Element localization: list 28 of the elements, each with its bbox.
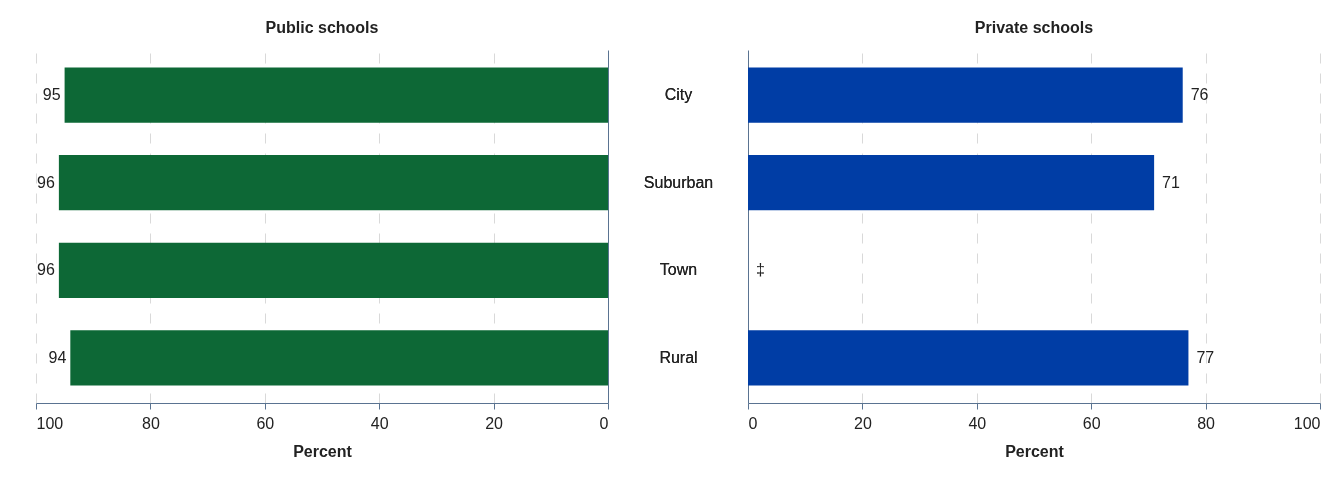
data-label: 95: [42, 86, 61, 104]
x-axis-title: Percent: [1005, 442, 1065, 460]
data-label: 96: [37, 261, 55, 279]
y-tick-label: Town: [659, 261, 698, 279]
chart-title: Public schools: [265, 19, 379, 36]
y-tick-label: Suburban: [643, 173, 714, 191]
y-tick-label: Rural: [659, 348, 698, 366]
x-tick-label: 20: [854, 414, 872, 432]
data-label: 94: [48, 348, 67, 366]
x-tick-label: 40: [968, 414, 987, 432]
x-tick-label: 80: [1197, 414, 1216, 432]
x-tick-label: 20: [485, 414, 504, 432]
y-tick-label: City: [664, 86, 693, 104]
x-tick-label: 0: [599, 414, 609, 432]
data-label: 71: [1162, 173, 1181, 191]
x-tick-label: 100: [36, 414, 64, 432]
data-label: 76: [1190, 86, 1209, 104]
data-label: 96: [37, 173, 55, 191]
x-tick-label: 100: [1293, 414, 1321, 432]
x-tick-label: 40: [370, 414, 389, 432]
x-tick-label: 80: [142, 414, 160, 432]
chart-title: Private schools: [974, 19, 1094, 36]
x-tick-label: 0: [748, 414, 758, 432]
x-axis-title: Percent: [293, 442, 353, 460]
data-label: 77: [1196, 348, 1215, 366]
text: ‡: [756, 261, 765, 279]
x-tick-label: 60: [1082, 414, 1101, 432]
x-tick-label: 60: [256, 414, 275, 432]
